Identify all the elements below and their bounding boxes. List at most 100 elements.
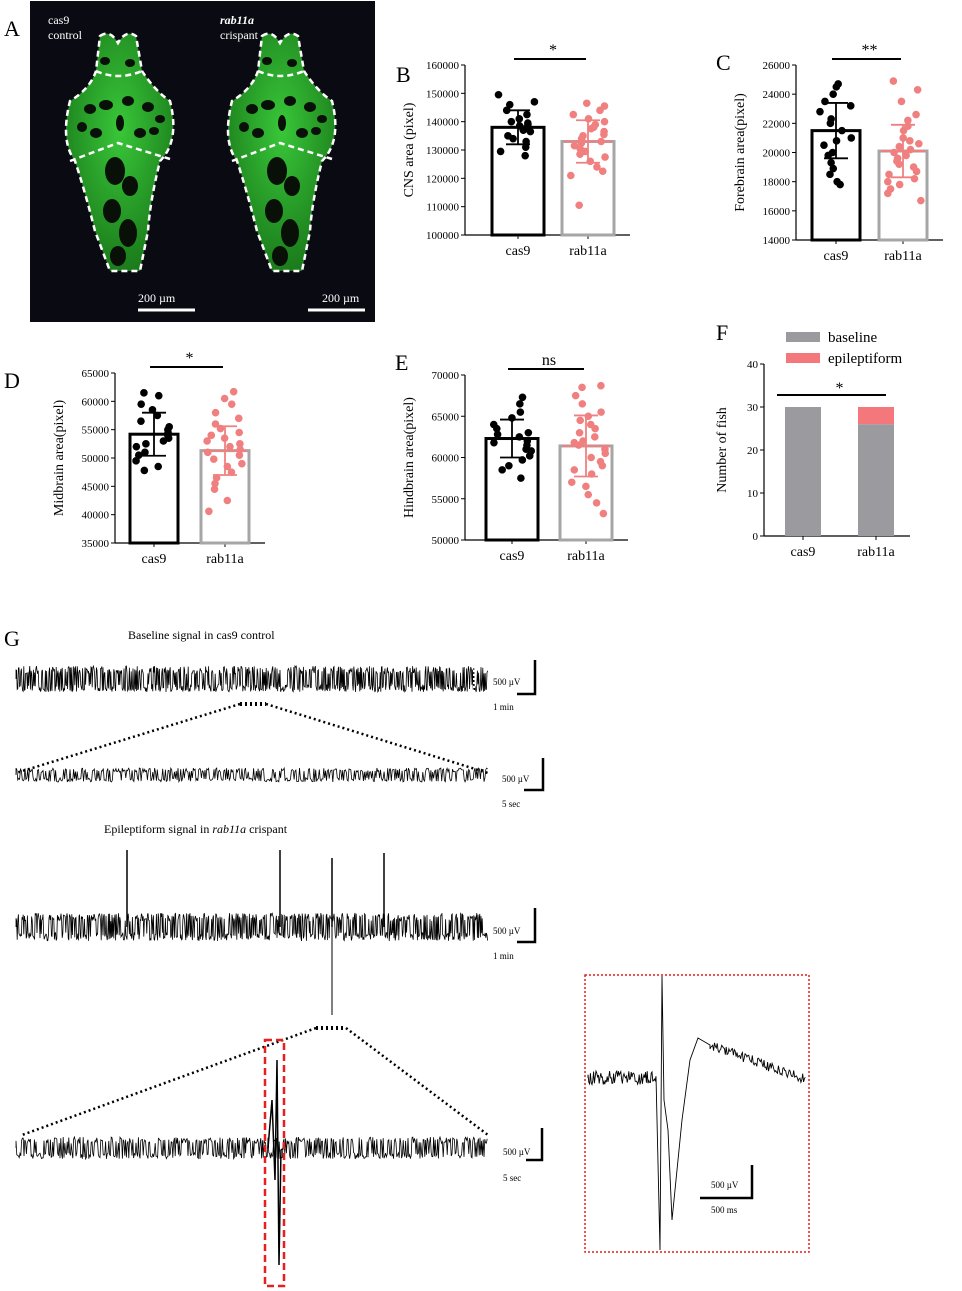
zoom-line-right-2	[345, 1027, 489, 1136]
bar-epileptiform	[858, 407, 894, 425]
y-tick-label: 120000	[426, 173, 460, 185]
y-tick-label: 40000	[82, 510, 110, 522]
data-point	[148, 406, 157, 414]
y-tick-label: 18000	[763, 177, 791, 189]
data-point	[223, 496, 232, 505]
data-point	[824, 151, 833, 160]
scale-uv-4: 500 µV	[503, 1147, 531, 1157]
data-point	[584, 490, 593, 499]
y-tick-label: 0	[753, 531, 759, 543]
y-axis-label: CNS area (pixel)	[402, 102, 417, 197]
data-point	[569, 110, 578, 119]
data-point	[597, 381, 605, 390]
data-point	[829, 90, 837, 98]
x-tick-label: rab11a	[567, 549, 605, 564]
scalebar-3	[517, 908, 537, 944]
scale-uv-1: 500 µV	[493, 677, 521, 687]
data-point	[524, 428, 533, 437]
data-point	[132, 457, 140, 465]
brain-label-right-2: crispant	[220, 28, 258, 42]
data-point	[137, 400, 145, 408]
data-point	[517, 474, 525, 482]
data-point	[211, 408, 220, 417]
brain-left	[64, 32, 175, 273]
bar-baseline	[785, 407, 821, 536]
data-point	[590, 433, 599, 441]
data-point	[238, 459, 246, 468]
panel-letter-c: C	[716, 50, 731, 75]
data-point	[895, 142, 904, 151]
legend-label-baseline: baseline	[828, 330, 877, 346]
significance-label: **	[862, 42, 878, 59]
data-point	[227, 400, 236, 408]
data-point	[600, 117, 609, 126]
y-axis-label: Forebrain area(pixel)	[733, 93, 748, 212]
y-tick-label: 100000	[426, 230, 460, 242]
brain-label-right-1: rab11a	[220, 13, 255, 27]
data-point	[601, 449, 610, 458]
data-point	[211, 479, 219, 488]
data-point	[494, 90, 503, 99]
data-point	[821, 97, 829, 106]
data-point	[895, 160, 903, 168]
y-tick-label: 55000	[82, 425, 110, 437]
y-tick-label: 50000	[432, 535, 460, 547]
x-tick-label: rab11a	[884, 249, 922, 264]
scale-label-left: 200 µm	[138, 291, 176, 305]
data-point	[521, 143, 530, 151]
data-point	[592, 499, 601, 507]
data-point	[571, 391, 580, 400]
data-point	[137, 417, 145, 425]
data-point	[515, 433, 524, 441]
data-point	[203, 437, 211, 445]
legend-swatch-epileptiform	[786, 353, 820, 363]
data-point	[220, 394, 229, 403]
baseline-title: Baseline signal in cas9 control	[128, 628, 275, 642]
epileptiform-title-post: crispant	[246, 822, 288, 836]
brain-right	[226, 32, 337, 273]
data-point	[507, 117, 516, 126]
data-point	[587, 453, 595, 462]
data-point	[493, 430, 502, 439]
y-tick-label: 150000	[426, 88, 460, 100]
y-tick-label: 160000	[426, 60, 460, 72]
y-tick-label: 22000	[763, 118, 791, 130]
x-tick-label: rab11a	[569, 244, 607, 259]
scale-sec-4: 5 sec	[503, 1173, 522, 1183]
y-axis-label: Hindbrain area(pixel)	[402, 397, 417, 518]
x-tick-label: cas9	[506, 244, 531, 259]
y-tick-label: 60000	[432, 453, 460, 465]
trace-baseline-long	[15, 664, 488, 693]
x-tick-label: cas9	[824, 249, 849, 264]
data-point	[582, 482, 590, 491]
y-tick-label: 110000	[426, 202, 459, 214]
data-point	[227, 468, 236, 476]
data-point	[816, 107, 824, 116]
x-tick-label: rab11a	[857, 545, 895, 560]
legend-swatch-baseline	[786, 332, 820, 342]
data-point	[496, 147, 505, 156]
data-point	[522, 137, 530, 146]
data-point	[593, 163, 601, 171]
y-tick-label: 40	[747, 359, 759, 371]
data-point	[578, 400, 587, 408]
data-point	[509, 134, 517, 143]
y-tick-label: 20000	[763, 148, 791, 160]
scale-min-3: 1 min	[493, 951, 514, 961]
zoom-line-left-1	[15, 702, 241, 775]
data-point	[915, 139, 923, 148]
data-point	[885, 170, 893, 179]
y-tick-label: 35000	[82, 538, 110, 550]
data-point	[154, 462, 163, 471]
inset-trace	[587, 975, 806, 1251]
data-point	[582, 99, 591, 108]
y-axis-label: Number of fish	[715, 407, 730, 493]
data-point	[906, 137, 914, 145]
significance-label: *	[549, 42, 557, 59]
significance-label: ns	[542, 352, 556, 369]
data-point	[235, 451, 244, 459]
data-point	[159, 437, 168, 445]
data-point	[578, 383, 586, 392]
data-point	[912, 110, 920, 119]
scale-uv-2: 500 µV	[502, 774, 530, 784]
